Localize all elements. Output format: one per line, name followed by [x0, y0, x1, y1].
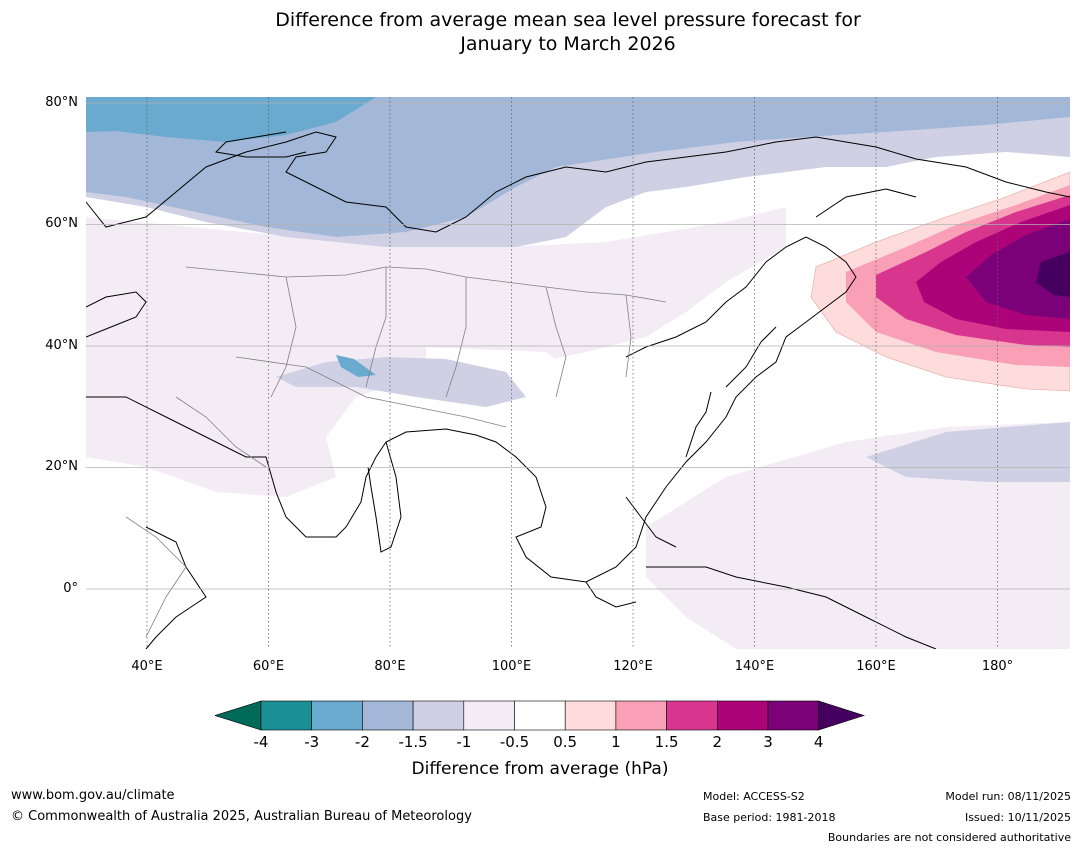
- colorbar-swatch-3: [362, 700, 414, 731]
- colorbar-tick: 1.5: [654, 733, 679, 751]
- footer-base-period: Base period: 1981-2018: [703, 811, 836, 824]
- colorbar-swatch-1: [260, 700, 313, 731]
- north-pacific-high: [810, 171, 1070, 392]
- colorbar-tick: -1: [456, 733, 472, 751]
- lon-label-120e: 120°E: [613, 659, 653, 674]
- lon-label-140e: 140°E: [734, 659, 775, 674]
- colorbar-swatch-11: [767, 700, 820, 731]
- colorbar-tick: -2: [354, 733, 370, 751]
- colorbar-title: Difference from average (hPa): [411, 759, 669, 779]
- colorbar-tick: -3: [304, 733, 320, 751]
- colorbar-tick: 2: [712, 733, 723, 751]
- colorbar-swatch-2: [311, 700, 363, 731]
- title-line-1: Difference from average mean sea level p…: [275, 9, 861, 31]
- longitude-gridlines: [146, 97, 998, 649]
- footer-issued: Issued: 10/11/2025: [964, 811, 1071, 824]
- colorbar-tick: 4: [813, 733, 824, 751]
- lon-label-100e: 100°E: [491, 659, 532, 674]
- map-title: Difference from average mean sea level p…: [0, 8, 1081, 56]
- colorbar-tick: 3: [763, 733, 773, 751]
- lat-label-0: 0°: [63, 581, 78, 596]
- colorbar-tick: 1: [611, 733, 621, 751]
- coastlines: [86, 131, 1070, 649]
- latitude-gridlines: [86, 102, 1070, 590]
- lat-label-40n: 40°N: [45, 338, 78, 353]
- lat-label-80n: 80°N: [45, 95, 78, 110]
- lon-label-80e: 80°E: [374, 659, 406, 674]
- lon-label-160e: 160°E: [856, 659, 896, 674]
- country-borders: [125, 266, 667, 638]
- colorbar-swatch-8: [615, 700, 667, 731]
- footer-copyright: © Commonwealth of Australia 2025, Austra…: [11, 809, 472, 824]
- colorbar-tick: -1.5: [398, 733, 428, 751]
- anomaly-band-neg-2: [86, 97, 1070, 237]
- footer-model-run: Model run: 08/11/2025: [945, 790, 1071, 803]
- footer-url[interactable]: www.bom.gov.au/climate: [11, 788, 175, 803]
- colorbar-tick: 0.5: [553, 733, 578, 751]
- colorbar: [215, 700, 865, 731]
- lon-label-40e: 40°E: [131, 659, 163, 674]
- colorbar-swatch-10: [716, 700, 769, 731]
- colorbar-tick: -0.5: [499, 733, 530, 751]
- lon-label-60e: 60°E: [252, 659, 285, 674]
- colorbar-swatch-6: [514, 700, 566, 731]
- lat-label-20n: 20°N: [45, 459, 78, 474]
- colorbar-extend-low: [215, 700, 262, 731]
- colorbar-swatch-7: [564, 700, 617, 731]
- footer-disclaimer: Boundaries are not considered authoritat…: [827, 831, 1071, 844]
- colorbar-tick: -4: [253, 733, 269, 751]
- colorbar-extend-high: [818, 700, 865, 731]
- title-line-2: January to March 2026: [460, 33, 676, 55]
- footer-model: Model: ACCESS-S2: [703, 790, 805, 803]
- lon-label-180: 180°: [981, 659, 1014, 674]
- lat-label-60n: 60°N: [45, 216, 78, 231]
- colorbar-swatch-4: [412, 700, 465, 731]
- pressure-anomaly-map: [86, 97, 1070, 649]
- colorbar-swatch-5: [463, 700, 515, 731]
- anomaly-band-neg-3: [86, 97, 376, 377]
- colorbar-swatch-9: [666, 700, 718, 731]
